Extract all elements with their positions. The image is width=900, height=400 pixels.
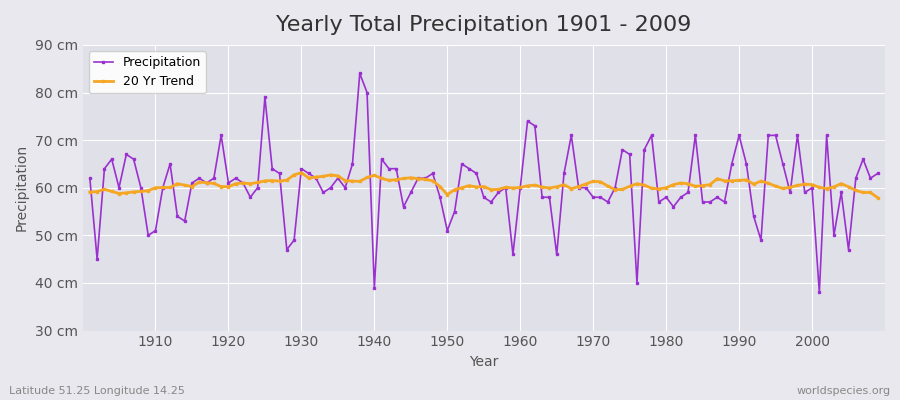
Text: worldspecies.org: worldspecies.org — [796, 386, 891, 396]
20 Yr Trend — [310, 175, 321, 180]
20 Yr Trend — [296, 170, 307, 175]
Precipitation — [85, 176, 95, 181]
Text: Latitude 51.25 Longitude 14.25: Latitude 51.25 Longitude 14.25 — [9, 386, 184, 396]
Precipitation — [872, 171, 883, 176]
Precipitation — [814, 290, 824, 295]
Precipitation — [303, 171, 314, 176]
Title: Yearly Total Precipitation 1901 - 2009: Yearly Total Precipitation 1901 - 2009 — [276, 15, 691, 35]
X-axis label: Year: Year — [469, 355, 499, 369]
Precipitation — [355, 71, 365, 76]
Line: 20 Yr Trend: 20 Yr Trend — [88, 171, 879, 199]
20 Yr Trend — [522, 184, 533, 188]
Y-axis label: Precipitation: Precipitation — [15, 144, 29, 231]
Precipitation — [347, 162, 358, 166]
Precipitation — [609, 185, 620, 190]
Line: Precipitation: Precipitation — [88, 72, 879, 294]
20 Yr Trend — [85, 190, 95, 194]
Precipitation — [522, 119, 533, 124]
Precipitation — [515, 185, 526, 190]
20 Yr Trend — [515, 185, 526, 190]
20 Yr Trend — [609, 187, 620, 192]
20 Yr Trend — [872, 195, 883, 200]
20 Yr Trend — [143, 188, 154, 193]
Legend: Precipitation, 20 Yr Trend: Precipitation, 20 Yr Trend — [89, 51, 206, 93]
20 Yr Trend — [355, 179, 365, 184]
Precipitation — [143, 233, 154, 238]
